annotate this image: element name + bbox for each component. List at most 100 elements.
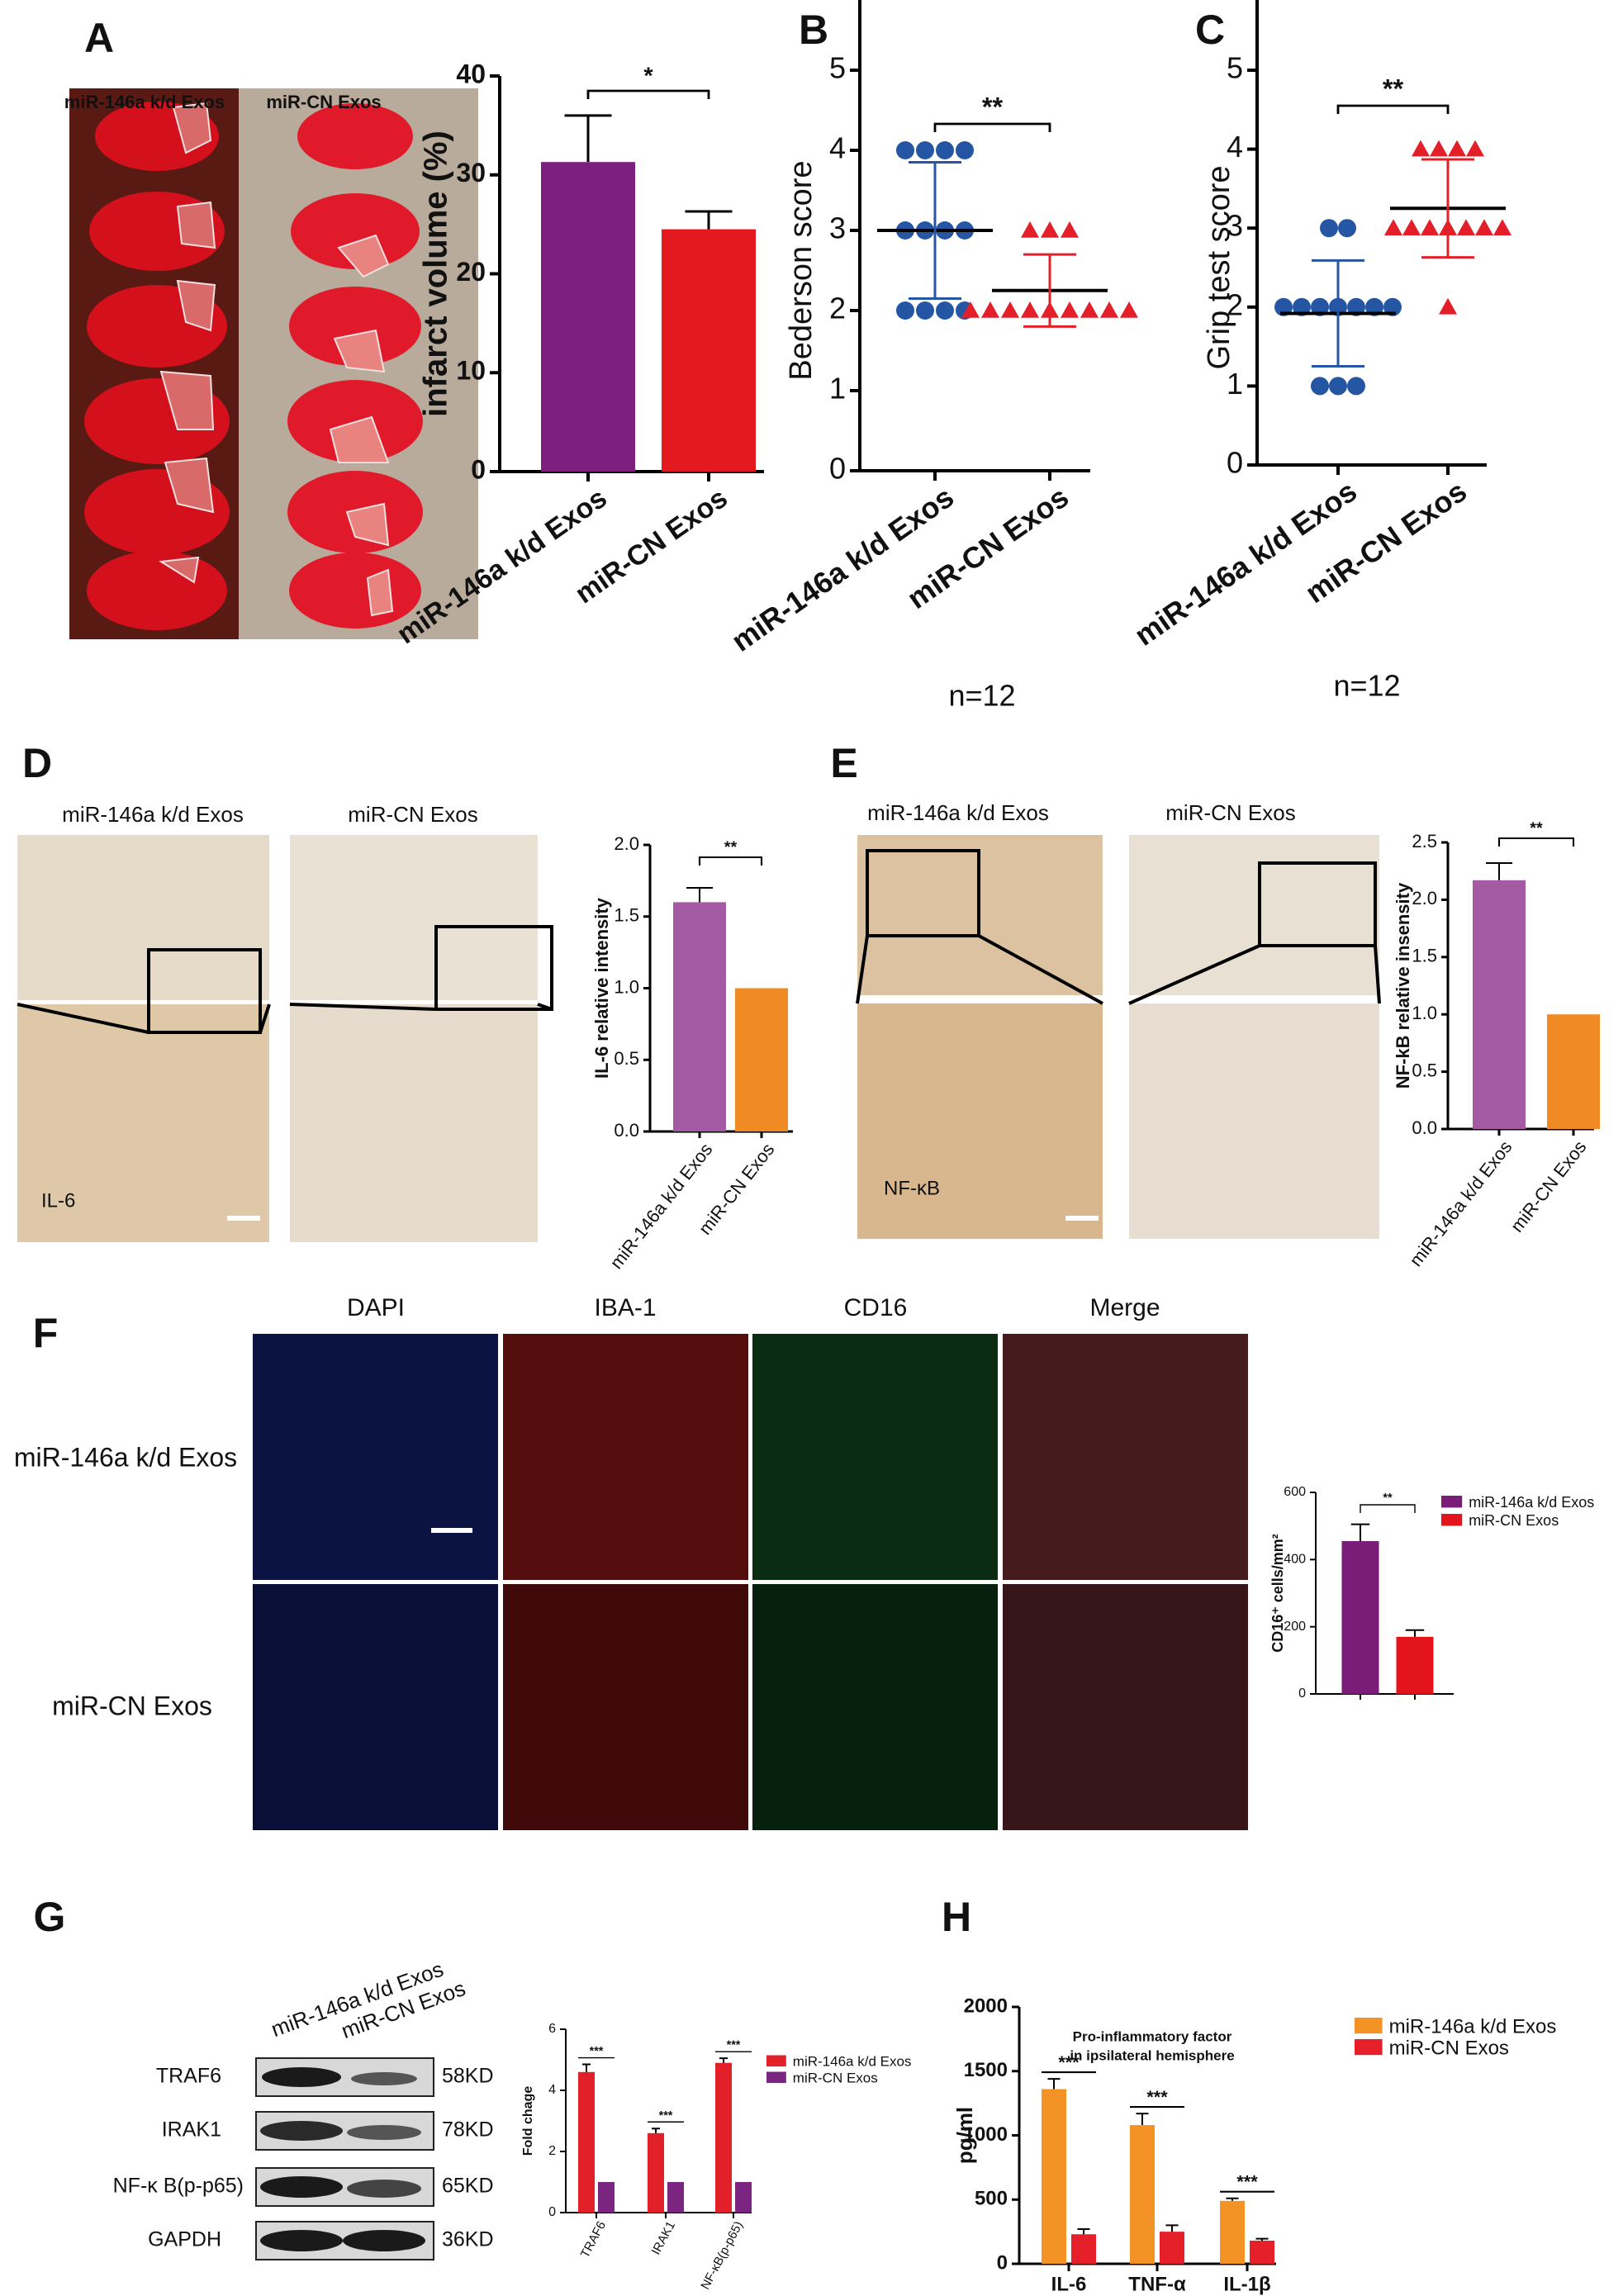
y-tick-label: 1.0 [1412,1003,1437,1023]
bar [1220,2200,1245,2264]
significance-bracket [698,856,763,866]
point [1365,297,1383,316]
y-tick-label: 40 [456,59,486,88]
significance-bracket [586,89,710,99]
point [1293,297,1311,316]
error-bar [1047,2078,1061,2090]
bar [1071,2234,1096,2264]
photo-header: miR-146a k/d Exos [62,802,244,827]
point [1493,219,1511,235]
point [1475,219,1493,235]
legend-swatch [1441,1514,1463,1526]
y-tick-label: 2 [829,292,846,325]
y-tick-label: 4 [1227,130,1243,164]
y-tick-label: 4 [829,131,846,165]
point [956,141,974,159]
error-bar [1077,2228,1090,2235]
blot-size: 36KD [442,2228,494,2251]
significance-label: *** [659,2109,673,2123]
photo-header: miR-CN Exos [348,802,477,827]
y-tick-label: 2.5 [1412,831,1437,852]
significance-label: ** [1530,819,1543,837]
y-tick-label: 0 [1298,1686,1306,1701]
point [1061,221,1079,238]
western-blot [255,2057,434,2260]
y-tick-label: 2 [548,2144,556,2158]
error-bar [686,887,713,903]
bar [598,2182,615,2213]
point [1041,221,1059,238]
annotation: n=12 [948,679,1015,713]
point [1329,377,1347,396]
sd-bar [1421,158,1474,259]
column-header: CD16 [844,1294,908,1321]
panel-letter: A [84,15,114,61]
bar [662,229,756,472]
significance-bracket [933,122,1051,132]
y-tick-label: 10 [456,356,486,386]
legend-label: miR-CN Exos [1469,1512,1559,1529]
panel-letter: F [33,1310,59,1356]
y-tick-label: 1 [1227,367,1243,401]
point [1466,140,1484,157]
point [936,301,954,320]
y-axis-label: CD16⁺ cells/mm² [1269,1534,1286,1653]
point [1448,140,1466,157]
y-tick-label: 5 [829,51,846,85]
y-tick-label: 1500 [964,2059,1008,2081]
x-tick-label: miR-CN Exos [1507,1136,1591,1236]
significance-label: *** [1236,2171,1258,2192]
x-tick-label: miR-146a k/d Exos [605,1139,716,1273]
error-bar [1226,2197,1239,2201]
point [1061,301,1079,318]
point [1311,297,1329,316]
significance-label: ** [982,93,1004,122]
bar [1341,1540,1379,1694]
ihc-photo [856,835,1381,1239]
y-tick-label: 1.0 [614,976,639,997]
point [916,141,934,159]
point [1402,219,1421,235]
y-tick-label: 5 [1227,51,1243,85]
x-tick-label: IRAK1 [649,2219,678,2257]
y-tick-label: 400 [1284,1553,1306,1567]
blot-protein: TRAF6 [156,2065,221,2088]
point [1311,377,1329,396]
y-tick-label: 2 [1227,287,1243,321]
panel-letter: D [22,740,52,786]
bar [667,2182,684,2213]
photo-header: miR-CN Exos [266,92,381,112]
point [1274,297,1293,316]
significance-bracket [1360,1504,1416,1513]
y-tick-label: 0 [997,2251,1008,2274]
y-tick-label: 1.5 [1412,946,1437,966]
y-axis-label: Grip test score [1202,165,1236,369]
error-bar [652,2128,660,2133]
y-axis-label: pg/ml [952,2107,977,2164]
y-axis-label: Fold chage [521,2086,535,2156]
significance-label: * [643,64,653,90]
stain-label: NF-κB [884,1177,940,1199]
y-tick-label: 3 [1227,209,1243,243]
y-axis-label: IL-6 relative intensity [591,897,612,1079]
y-tick-label: 0.5 [614,1048,639,1069]
panel-letter: E [830,740,857,786]
bar [735,2182,752,2213]
fluorescence-photo [253,1334,1248,1830]
point [1457,219,1475,235]
x-tick-label: NF-κB(p-p65) [698,2219,746,2292]
y-tick-label: 600 [1284,1485,1306,1499]
point [1338,219,1356,238]
chart-title: Pro-inflammatory factor [1073,2028,1232,2044]
legend-swatch [1355,2018,1383,2034]
significance-label: *** [1058,2052,1080,2072]
point [1412,140,1430,157]
blot-size: 78KD [442,2118,494,2142]
x-tick-label: TNF-α [1128,2273,1186,2295]
bar [735,988,788,1131]
point [1080,301,1099,318]
legend-label: miR-146a k/d Exos [793,2053,912,2069]
legend-swatch [766,2071,786,2084]
photo-header: miR-CN Exos [1165,800,1295,825]
y-tick-label: 20 [456,257,486,287]
